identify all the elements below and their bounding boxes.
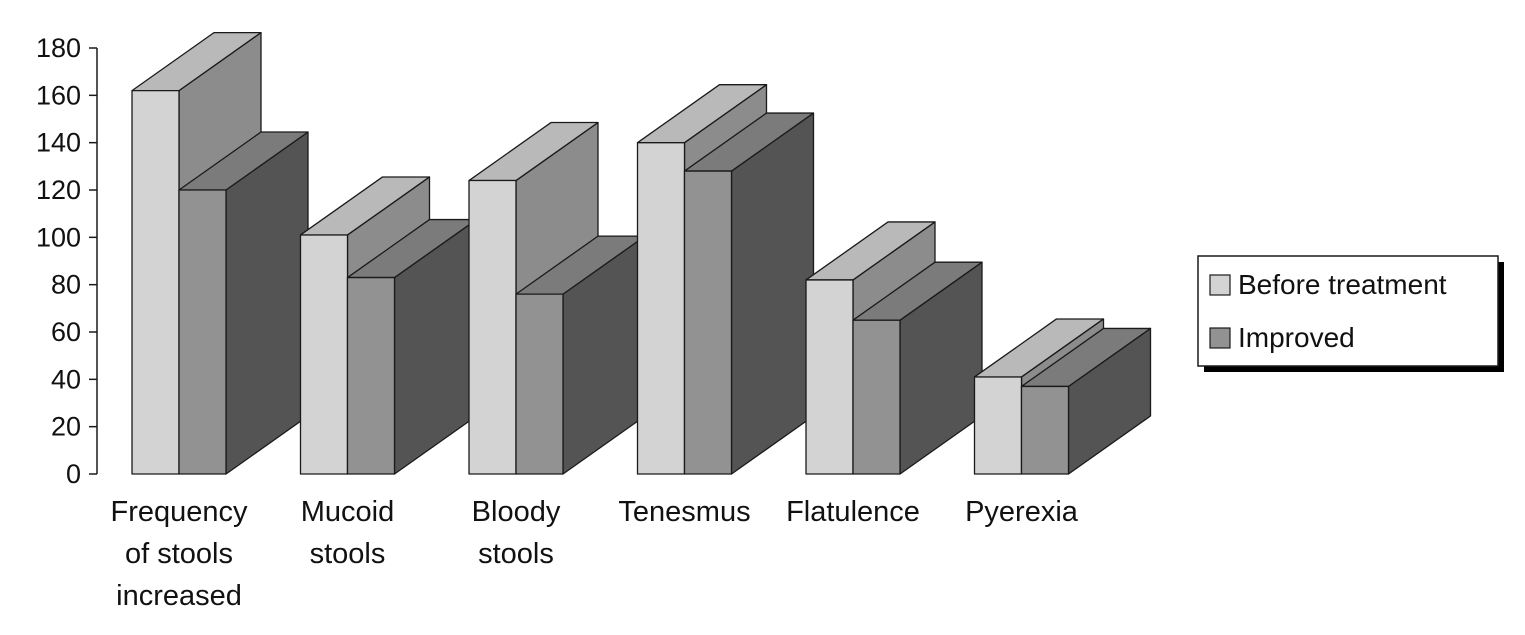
bar-front [468, 179, 517, 475]
category-label: Mucoid [301, 496, 395, 528]
bar-front [805, 279, 854, 475]
y-tick-label: 160 [36, 80, 81, 110]
bars [131, 31, 1152, 475]
category-label: Tenesmus [618, 496, 750, 528]
bar-improved [683, 112, 815, 475]
bar-front [515, 293, 564, 475]
category-label: increased [116, 580, 242, 612]
bar-front [178, 189, 227, 475]
category-label: stools [478, 538, 554, 570]
y-tick-label: 140 [36, 128, 81, 158]
bar-front [346, 276, 396, 475]
bar-side [730, 112, 815, 475]
y-tick-label: 20 [51, 412, 81, 442]
y-tick-label: 120 [36, 175, 81, 205]
category-label: stools [310, 538, 386, 570]
y-axis: 0 20 40 60 80 100 120 140 160 180 [36, 33, 98, 489]
bar-improved [1020, 327, 1152, 475]
bar-side [225, 131, 309, 475]
bar-front [1020, 385, 1070, 475]
bar-improved [346, 218, 478, 475]
category-labels: Frequency of stools increased Mucoid stools B… [110, 496, 1078, 612]
bar-front [636, 142, 686, 475]
bar-front [299, 234, 349, 475]
y-tick-label: 100 [36, 222, 81, 252]
y-tick-label: 80 [51, 270, 81, 300]
bar-front [973, 376, 1023, 475]
category-label: Bloody [472, 496, 561, 528]
category-label: Flatulence [786, 496, 920, 528]
bar-front [683, 170, 733, 475]
category-label: Pyerexia [965, 496, 1079, 528]
y-tick-label: 0 [66, 459, 81, 489]
bar-front [852, 319, 901, 475]
category-label: of stools [125, 538, 233, 570]
bar-front [131, 89, 180, 475]
y-tick-label: 40 [51, 364, 81, 394]
y-tick-label: 60 [51, 317, 81, 347]
legend-box [1197, 255, 1499, 367]
category-label: Frequency [110, 496, 248, 528]
y-tick-label: 180 [36, 33, 81, 63]
bar-improved [852, 261, 983, 475]
bar-improved [178, 131, 309, 475]
bar-improved [515, 235, 646, 475]
legend: Before treatment Improved [1197, 255, 1504, 372]
legend-label-before-treatment: Before treatment [1238, 269, 1447, 300]
legend-swatch-improved [1209, 327, 1231, 349]
legend-label-improved: Improved [1238, 322, 1355, 353]
legend-swatch-before-treatment [1209, 274, 1231, 296]
